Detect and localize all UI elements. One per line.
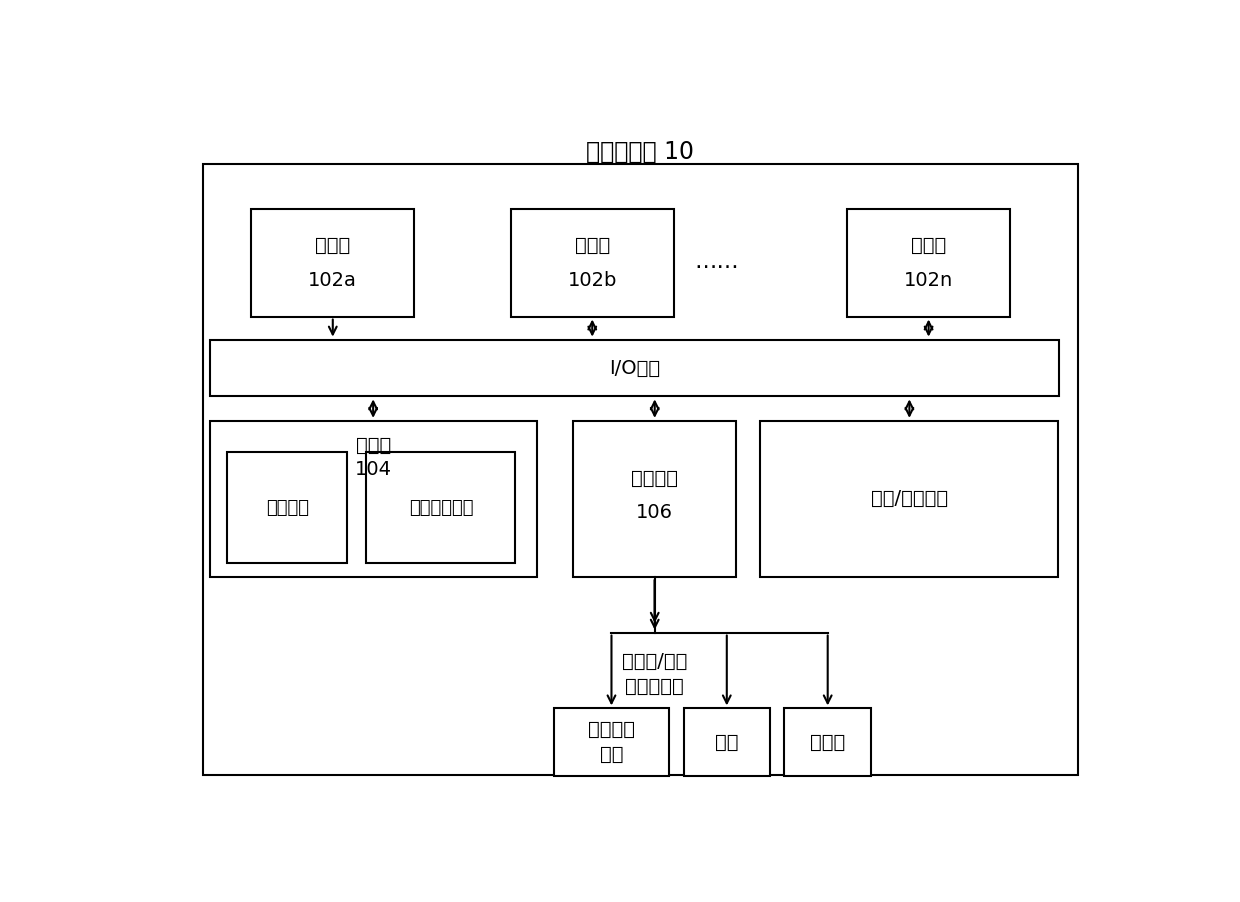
Text: 存储器: 存储器 bbox=[356, 436, 391, 455]
Text: 102b: 102b bbox=[568, 271, 618, 290]
Text: 102a: 102a bbox=[309, 271, 357, 290]
Text: 有线和/或无: 有线和/或无 bbox=[622, 652, 687, 671]
Text: 传输装置: 传输装置 bbox=[631, 468, 678, 488]
Text: 线网络连接: 线网络连接 bbox=[625, 677, 684, 696]
Text: 数据存储装置: 数据存储装置 bbox=[409, 499, 474, 517]
Text: 显示器: 显示器 bbox=[810, 732, 846, 752]
Bar bbox=[367, 452, 516, 563]
Bar bbox=[785, 708, 870, 777]
Text: 光标控制: 光标控制 bbox=[588, 721, 635, 740]
Bar bbox=[210, 420, 537, 577]
Text: 104: 104 bbox=[355, 460, 392, 479]
Bar bbox=[250, 209, 414, 317]
Text: 102n: 102n bbox=[904, 271, 954, 290]
Text: 程序指令: 程序指令 bbox=[265, 499, 309, 517]
Bar bbox=[227, 452, 347, 563]
Text: 处理器: 处理器 bbox=[574, 236, 610, 255]
Bar bbox=[511, 209, 675, 317]
Bar bbox=[760, 420, 1058, 577]
Bar bbox=[683, 708, 770, 777]
Text: 106: 106 bbox=[636, 503, 673, 522]
Text: 处理器: 处理器 bbox=[315, 236, 351, 255]
Text: 键盘: 键盘 bbox=[715, 732, 739, 752]
Bar bbox=[210, 339, 1059, 397]
Bar bbox=[847, 209, 1011, 317]
Text: I/O接口: I/O接口 bbox=[609, 358, 660, 378]
Text: 输入/输出接口: 输入/输出接口 bbox=[870, 490, 947, 509]
Text: ……: …… bbox=[694, 253, 739, 272]
Bar bbox=[554, 708, 670, 777]
Bar bbox=[203, 164, 1078, 775]
Text: 设备: 设备 bbox=[600, 745, 624, 764]
Text: 计算机终端 10: 计算机终端 10 bbox=[587, 140, 694, 163]
Bar bbox=[573, 420, 737, 577]
Text: 处理器: 处理器 bbox=[911, 236, 946, 255]
